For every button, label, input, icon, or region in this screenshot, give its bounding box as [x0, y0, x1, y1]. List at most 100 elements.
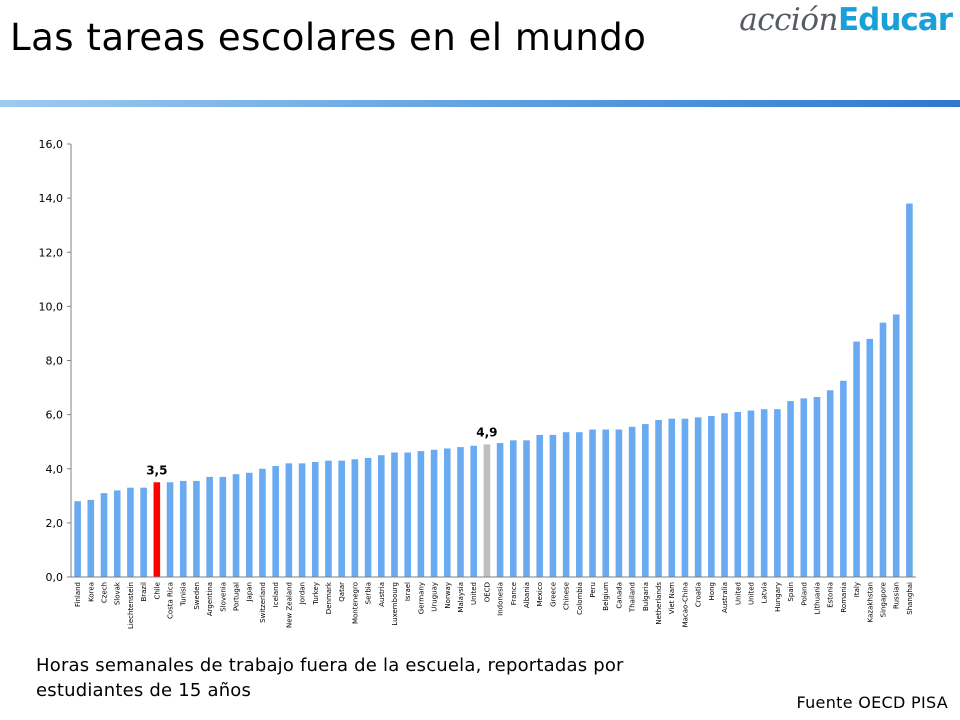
bar: [285, 463, 293, 577]
y-tick-label: 2,0: [46, 517, 64, 530]
x-tick-label: Colombia: [576, 582, 584, 615]
bar: [523, 440, 530, 577]
y-tick-label: 6,0: [46, 409, 64, 422]
bar: [483, 444, 491, 577]
y-tick-label: 8,0: [46, 355, 64, 368]
x-tick-label: Mexico: [536, 582, 544, 606]
x-tick-label: Montenegro: [351, 582, 359, 624]
bar: [430, 449, 438, 577]
x-tick-label: Hungary: [774, 582, 782, 612]
bar: [853, 341, 860, 577]
y-tick-label: 14,0: [39, 192, 64, 205]
bar: [787, 401, 794, 577]
y-tick-label: 10,0: [39, 300, 64, 313]
x-tick-label: Poland: [800, 582, 808, 605]
bar: [681, 418, 689, 577]
bar: [351, 459, 359, 577]
logo-text-accion: acción: [739, 2, 838, 38]
bar: [391, 452, 398, 577]
x-tick-label: Turkey: [312, 582, 320, 606]
bar: [232, 474, 240, 577]
bar: [694, 417, 702, 577]
y-tick-label: 16,0: [39, 138, 64, 151]
x-tick-label: Serbia: [365, 582, 373, 604]
x-tick-label: New Zealand: [285, 582, 293, 628]
x-tick-label: Lithuania: [813, 582, 821, 614]
x-tick-label: Chinese: [563, 582, 571, 610]
x-tick-label: Uruguay: [431, 582, 439, 612]
x-tick-label: Bulgaria: [642, 582, 650, 611]
logo-text-educar: Educar: [837, 2, 953, 38]
bar: [417, 451, 425, 577]
x-tick-label: Japan: [246, 582, 254, 603]
bar: [377, 455, 385, 577]
bar: [708, 415, 715, 577]
x-tick-label: Tunisia: [180, 582, 188, 607]
x-tick-label: Qatar: [338, 582, 346, 602]
source-note: Fuente OECD PISA: [796, 693, 948, 712]
bar: [272, 466, 279, 577]
x-tick-label: Thailand: [629, 582, 637, 613]
x-tick-label: Luxembourg: [391, 582, 399, 626]
bar: [166, 482, 174, 577]
bar: [298, 463, 306, 577]
bar: [866, 338, 874, 577]
x-tick-label: Russian: [893, 582, 901, 609]
x-tick-label: Switzerland: [259, 582, 267, 623]
bar: [153, 482, 161, 577]
data-label: 3,5: [146, 463, 167, 477]
bar: [87, 499, 95, 577]
bar: [179, 480, 187, 577]
bar: [100, 493, 108, 577]
bar: [443, 448, 451, 577]
bar: [589, 429, 596, 577]
page-title: Las tareas escolares en el mundo: [10, 16, 647, 59]
x-tick-label: Brazil: [140, 582, 148, 602]
x-tick-label: Finland: [74, 582, 82, 607]
bar: [127, 487, 134, 577]
x-tick-label: Shanghai: [906, 582, 914, 615]
x-tick-label: Liechtenstein: [127, 582, 135, 629]
x-tick-label: United: [747, 582, 755, 605]
bar: [800, 398, 808, 577]
x-tick-label: Jordan: [299, 582, 307, 605]
bar: [338, 460, 345, 577]
bar: [245, 472, 253, 577]
bar: [721, 413, 728, 577]
x-tick-label: Sweden: [193, 582, 201, 610]
x-tick-label: Czech: [101, 582, 109, 603]
chart-area: 0,0 2,0 4,0 6,0 8,0 10,0 12,0 14,0 16,0 Finland Ko…: [0, 130, 960, 640]
x-tick-label: Israel: [404, 582, 412, 601]
x-tick-label: Germany: [417, 582, 425, 614]
bar: [562, 432, 570, 577]
bar: [364, 457, 372, 577]
data-label: 4,9: [476, 425, 497, 439]
y-tick-label: 12,0: [39, 246, 64, 259]
bar: [774, 409, 781, 577]
x-tick-label: Indonesia: [497, 582, 505, 616]
x-tick-label: France: [510, 582, 518, 605]
x-tick-label: Malaysia: [457, 582, 465, 613]
bar-chart: 0,0 2,0 4,0 6,0 8,0 10,0 12,0 14,0 16,0 Finland Ko…: [39, 138, 916, 629]
bar: [906, 203, 913, 577]
x-tick-label: Italy: [853, 582, 861, 597]
bar: [457, 447, 464, 577]
x-tick-label: Peru: [589, 582, 597, 598]
bar: [826, 390, 834, 577]
x-tick-label: Austria: [378, 582, 386, 607]
x-tick-label: Romania: [840, 582, 848, 613]
x-tick-label: Costa Rica: [167, 582, 175, 619]
y-tick-label: 0,0: [46, 571, 64, 584]
bar: [892, 314, 900, 577]
x-tick-label: Norway: [444, 582, 452, 609]
x-tick-label: Australia: [721, 582, 729, 613]
bar: [760, 409, 768, 577]
bar: [259, 468, 266, 577]
bar: [655, 420, 662, 577]
bar: [628, 426, 636, 577]
bar: [113, 490, 121, 577]
bar: [668, 418, 676, 577]
x-tick-label: Canada: [615, 582, 623, 609]
x-tick-label: Korea: [87, 582, 95, 602]
header-divider: [0, 100, 960, 107]
